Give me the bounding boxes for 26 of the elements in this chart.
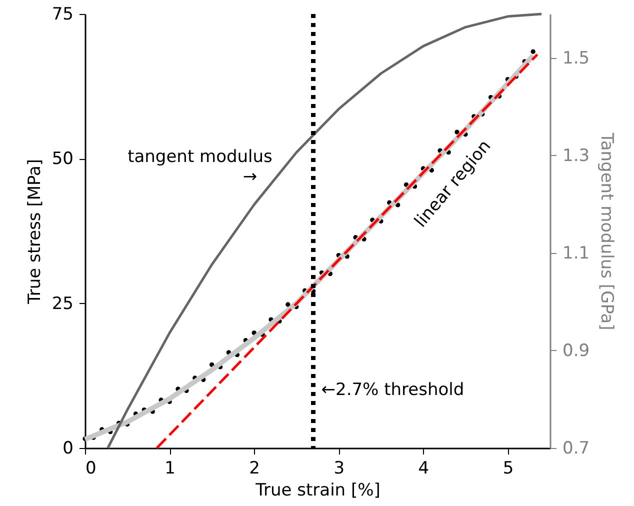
y2-tick-label: 0.7	[562, 438, 590, 458]
y-axis-title: True stress [MPa]	[24, 158, 45, 306]
x-tick-label: 3	[334, 458, 345, 478]
ref-line-label: ←2.7% threshold	[321, 380, 464, 400]
y2-tick-label: 1.5	[562, 48, 590, 68]
y-tick-label: 75	[52, 4, 74, 24]
y2-tick-label: 1.1	[562, 243, 590, 264]
x-tick-label: 0	[86, 458, 96, 478]
point	[530, 49, 536, 54]
y-tick-label: 0	[62, 438, 74, 458]
y-tick-label: 50	[52, 149, 74, 170]
point	[454, 130, 460, 134]
x-tick-label: 2	[249, 458, 260, 478]
point	[404, 182, 409, 188]
x-tick-label: 5	[502, 458, 514, 478]
y2-tick-label: 1.3	[562, 146, 590, 166]
point	[286, 302, 290, 307]
x-tick-label: 4	[418, 458, 430, 478]
y2-tick-label: 0.9	[562, 340, 590, 361]
y2-axis-title: Tangent modulus [GPa]	[596, 132, 617, 330]
line-series	[106, 12, 543, 450]
annotation: →	[242, 167, 258, 187]
x-tick-label: 1	[164, 458, 176, 478]
annotation: tangent modulus	[128, 147, 273, 167]
x-axis-title: True strain [%]	[254, 480, 380, 500]
y-tick-label: 25	[52, 294, 74, 314]
